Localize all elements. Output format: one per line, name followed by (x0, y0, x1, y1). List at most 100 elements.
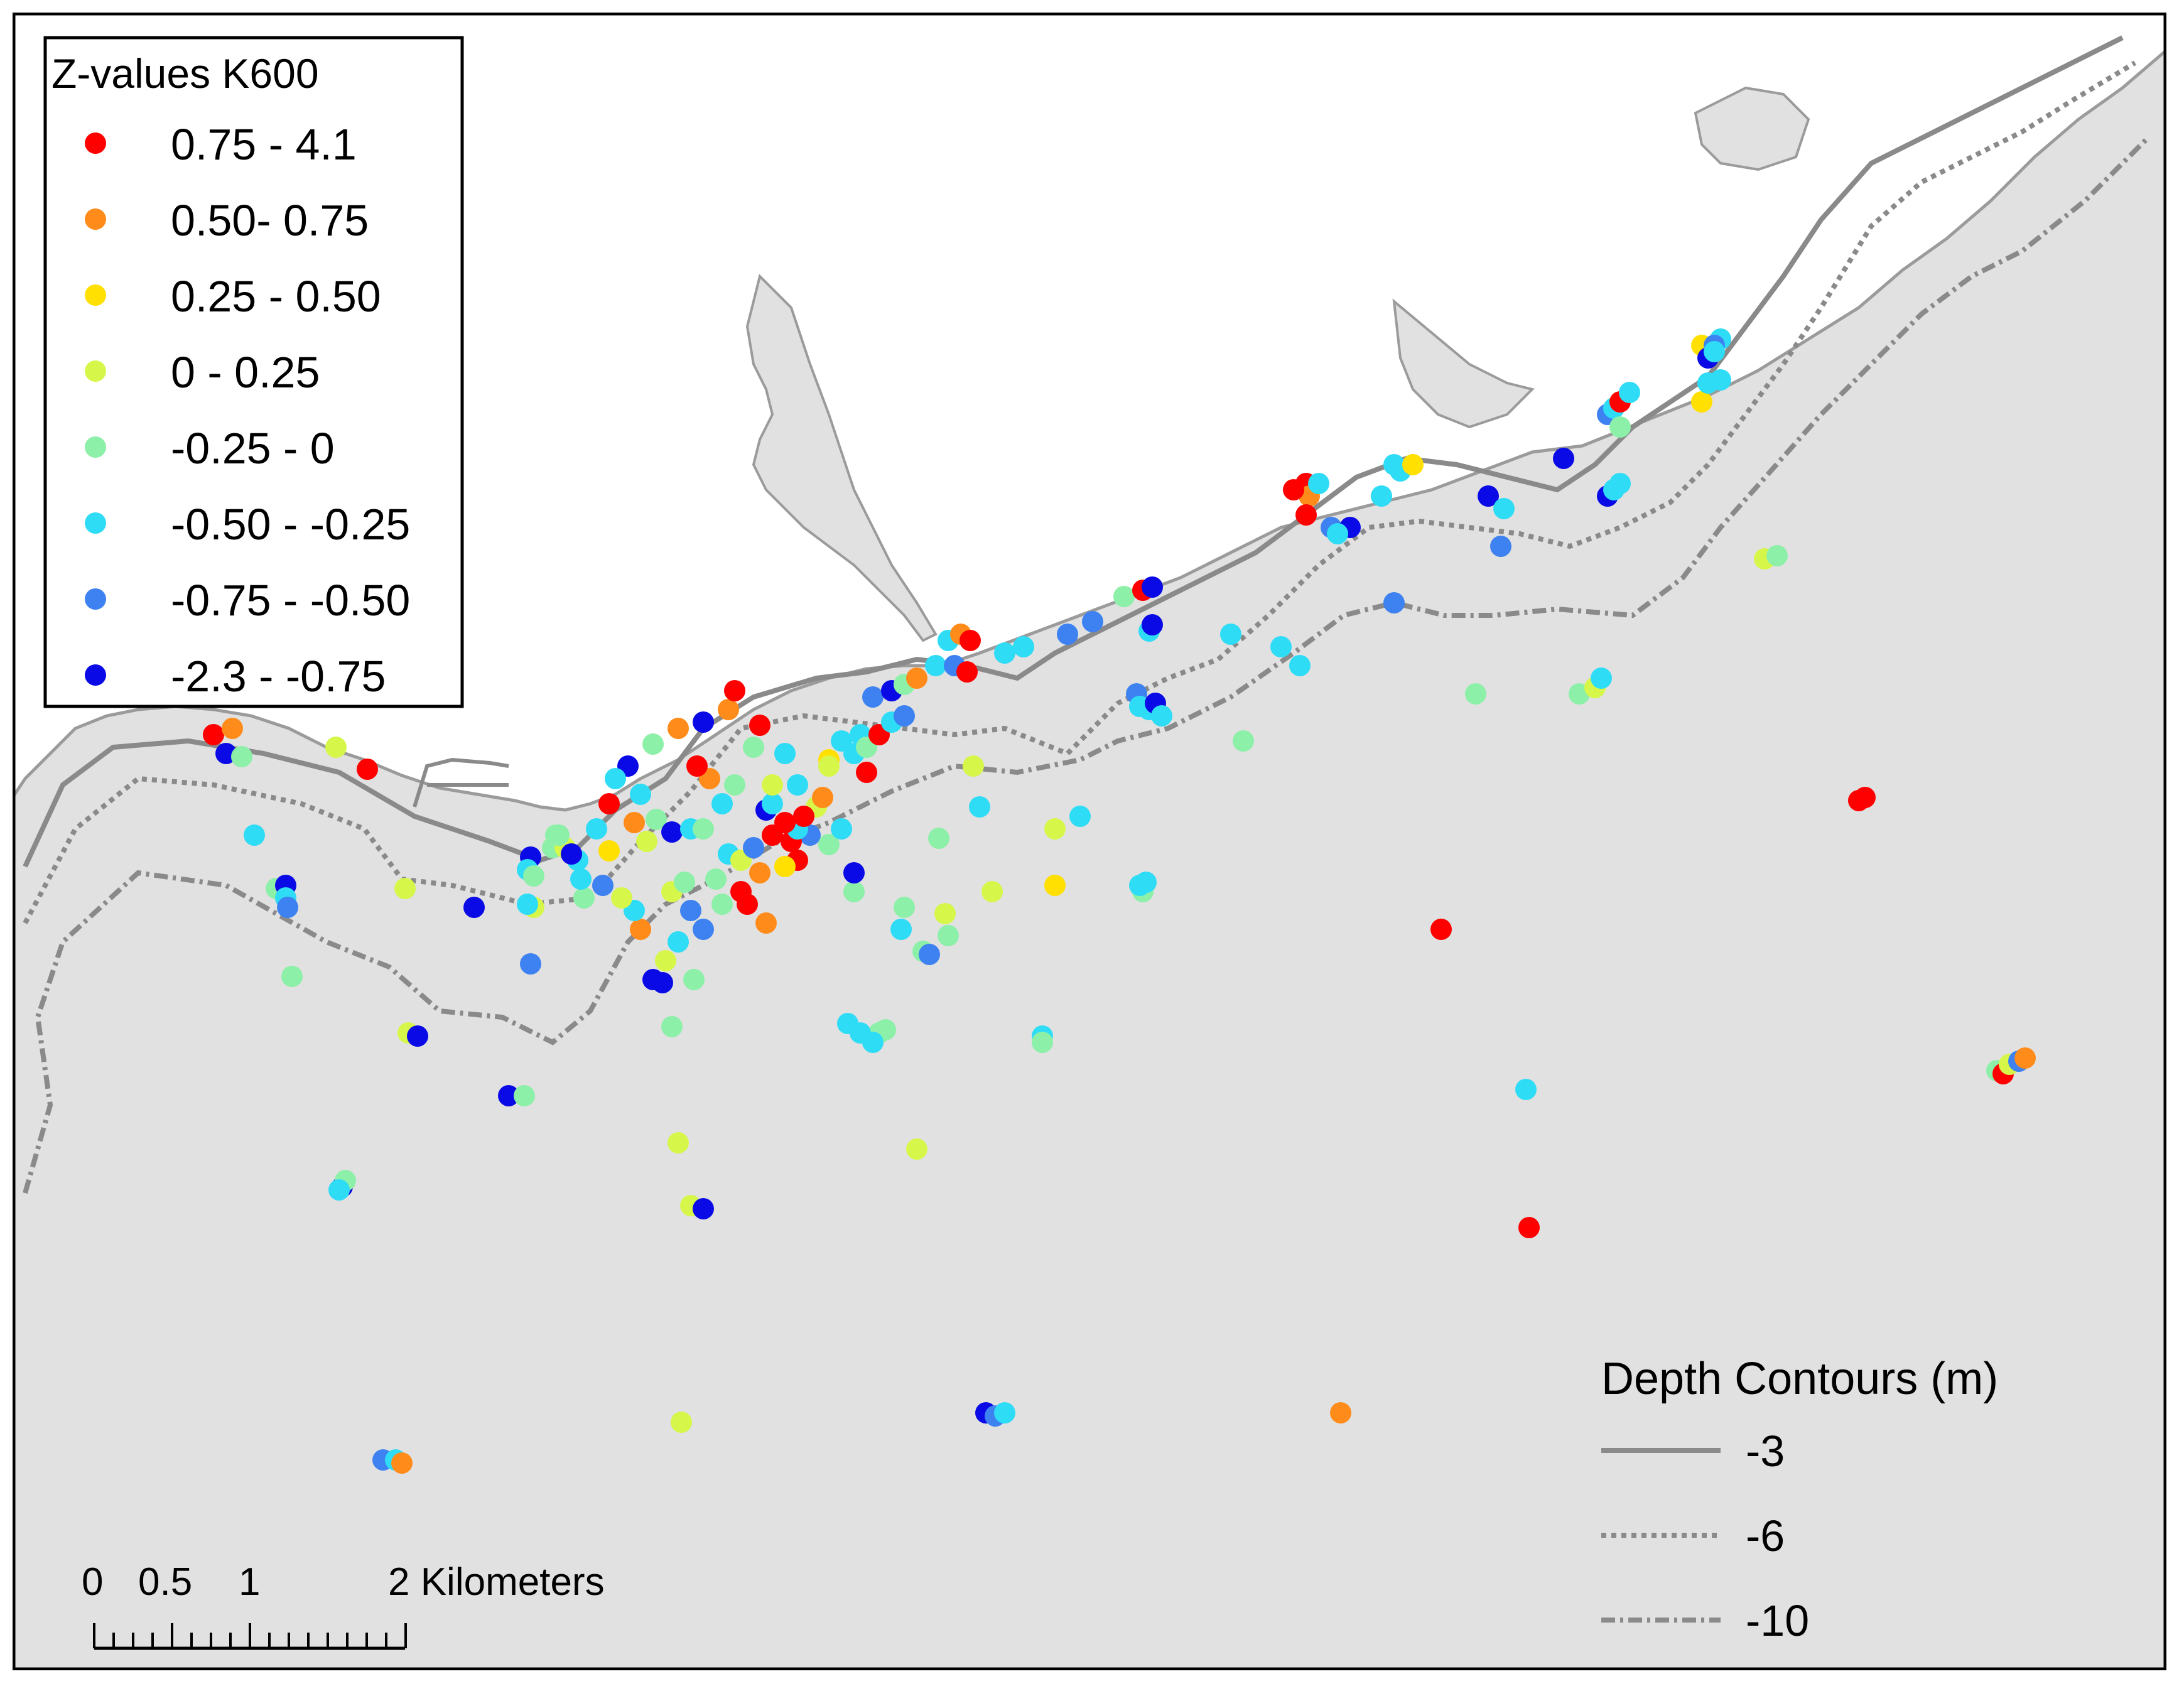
sample-point (394, 878, 416, 899)
sample-point (611, 887, 632, 909)
sample-point (890, 919, 912, 940)
sample-point (1082, 611, 1103, 632)
sample-point (1142, 576, 1163, 598)
sample-point (812, 787, 833, 808)
legend-box (43, 36, 464, 708)
sample-point (1044, 875, 1066, 896)
legend-label: 0 - 0.25 (171, 348, 320, 397)
sample-point (325, 737, 347, 758)
legend-swatch (85, 512, 106, 534)
sample-point (561, 843, 582, 865)
sample-point (749, 862, 770, 883)
sample-point (668, 931, 689, 953)
sample-point (818, 755, 840, 777)
sample-point (203, 724, 224, 745)
legend-label: 0.25 - 0.50 (171, 272, 381, 321)
legend-label: 0.75 - 4.1 (171, 120, 357, 169)
sample-point (693, 711, 714, 733)
sample-point (605, 768, 626, 789)
sample-point (994, 1402, 1015, 1424)
sample-point (1518, 1217, 1540, 1238)
sample-point (1270, 636, 1292, 657)
sample-point (598, 793, 620, 814)
sample-point (520, 953, 541, 975)
sample-point (1013, 636, 1034, 657)
sample-point (837, 1013, 858, 1034)
sample-point (711, 793, 733, 814)
sample-point (724, 680, 745, 701)
sample-point (994, 642, 1015, 664)
contour-10m (23, 136, 2149, 1194)
sample-point (668, 1132, 689, 1153)
sample-point (674, 872, 695, 893)
harbor-jetty (413, 757, 509, 808)
sample-point (693, 919, 714, 940)
sample-point (1383, 592, 1405, 613)
sample-point (1553, 448, 1574, 469)
sample-point (1069, 806, 1091, 827)
sample-point (655, 950, 676, 971)
sample-point (956, 661, 978, 683)
contour-3m (23, 35, 2124, 868)
sample-point (831, 730, 852, 752)
sample-point (1220, 624, 1241, 645)
sample-point (1704, 341, 1725, 362)
sample-point (1142, 614, 1163, 635)
sample-point (1113, 586, 1135, 607)
sample-point (856, 762, 877, 783)
land-area (13, 13, 2166, 812)
legend-swatch (85, 664, 106, 686)
sample-point (1151, 705, 1172, 727)
sample-point (573, 887, 595, 909)
sample-point (1490, 536, 1511, 557)
sample-point (222, 718, 243, 739)
sample-point (624, 812, 645, 833)
sample-point (894, 705, 915, 727)
sample-point (680, 900, 701, 921)
depth-legend: Depth Contours (m) -3 -6 -10 (1601, 1354, 1998, 1645)
sample-point (743, 837, 764, 858)
sample-point (598, 840, 620, 862)
sample-point (1289, 655, 1311, 676)
legend-swatch (85, 132, 106, 154)
sample-point (357, 759, 378, 780)
sample-point (1710, 369, 1731, 391)
legend-label: 0.50- 0.75 (171, 196, 369, 245)
sample-point (749, 715, 770, 736)
depth-label-6: -6 (1746, 1511, 1785, 1560)
sample-point (1330, 1402, 1351, 1424)
scale-label-0: 0 (82, 1560, 103, 1604)
sample-point (277, 897, 298, 918)
legend-swatch (85, 208, 106, 230)
sample-point (774, 743, 796, 764)
sample-point (762, 793, 783, 814)
sample-point (1371, 485, 1392, 507)
sample-point (762, 774, 783, 796)
sample-point (894, 897, 915, 918)
legend-swatch (85, 284, 106, 306)
sample-point (686, 755, 708, 777)
legend-swatch (85, 588, 106, 610)
sample-point (391, 1452, 413, 1474)
sample-point (1233, 730, 1254, 752)
sample-point (1591, 667, 1612, 689)
sample-point (1044, 818, 1066, 840)
sample-point (517, 894, 538, 915)
sample-point (231, 746, 252, 767)
sample-point (1402, 454, 1424, 475)
sample-point (642, 969, 664, 990)
scale-label-1: 1 (239, 1560, 260, 1604)
sample-point (661, 821, 683, 843)
depth-label-3: -3 (1746, 1427, 1785, 1476)
sample-point (548, 824, 570, 846)
legend-label: -2.3 - -0.75 (171, 652, 386, 701)
sample-point (862, 1032, 884, 1053)
sample-point (1430, 919, 1452, 940)
legend-label: -0.50 - -0.25 (171, 500, 410, 549)
sample-point (1478, 485, 1499, 507)
sample-point (683, 969, 705, 990)
sample-point (668, 718, 689, 739)
sample-point (1609, 473, 1631, 494)
sample-point (906, 667, 927, 689)
sample-point (514, 1085, 535, 1106)
